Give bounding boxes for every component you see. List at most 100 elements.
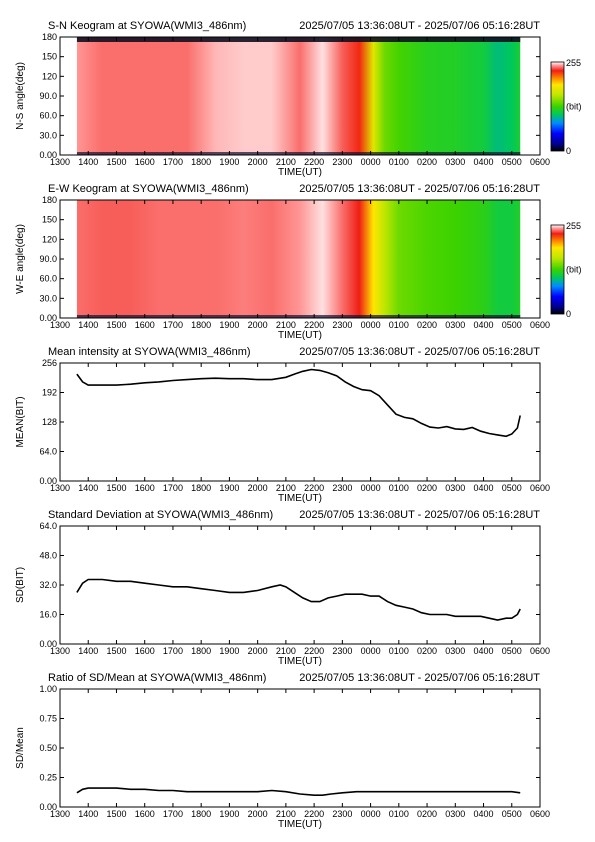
time-range: 2025/07/05 13:36:08UT - 2025/07/06 05:16… — [299, 672, 540, 684]
x-tick-label: 1800 — [191, 483, 211, 493]
x-tick-label: 1400 — [78, 809, 98, 819]
y-tick-label: 0.50 — [39, 743, 57, 753]
x-tick-label: 1300 — [50, 320, 70, 330]
y-tick-label: 16.0 — [39, 610, 57, 620]
y-tick-label: 90.0 — [39, 91, 57, 101]
keogram-horizon-top — [76, 37, 521, 42]
x-tick-label: 1900 — [219, 646, 239, 656]
x-tick-label: 1400 — [78, 483, 98, 493]
time-range: 2025/07/05 13:36:08UT - 2025/07/06 05:16… — [299, 346, 540, 358]
y-tick-label: 180 — [42, 195, 57, 205]
x-tick-label: 0600 — [530, 646, 550, 656]
y-tick-label: 30.0 — [39, 293, 57, 303]
keogram-image — [76, 200, 521, 318]
y-tick-label: 30.0 — [39, 130, 57, 140]
x-tick-label: 2200 — [304, 646, 324, 656]
x-tick-label: 2300 — [332, 320, 352, 330]
y-tick-label: 32.0 — [39, 580, 57, 590]
plot-frame — [59, 525, 541, 645]
chart-title: Mean intensity at SYOWA(WMI3_486nm) — [48, 346, 251, 358]
x-tick-label: 1600 — [135, 157, 155, 167]
x-axis-label: TIME(UT) — [278, 656, 322, 667]
x-tick-label: 0600 — [530, 320, 550, 330]
y-tick-label: 60.0 — [39, 274, 57, 284]
chart-title: Ratio of SD/Mean at SYOWA(WMI3_486nm) — [48, 672, 266, 684]
x-tick-label: 2300 — [332, 809, 352, 819]
y-tick-label: 48.0 — [39, 551, 57, 561]
x-tick-label: 2200 — [304, 809, 324, 819]
x-axis-label: TIME(UT) — [278, 819, 322, 830]
y-tick-label: 192 — [42, 388, 57, 398]
x-tick-label: 0200 — [417, 646, 437, 656]
x-tick-label: 0300 — [445, 809, 465, 819]
x-tick-label: 0100 — [389, 483, 409, 493]
y-tick-label: 128 — [42, 417, 57, 427]
x-tick-label: 0500 — [502, 483, 522, 493]
keogram-horizon-bottom — [76, 315, 521, 318]
colorbar — [550, 61, 565, 152]
x-tick-label: 0400 — [474, 646, 494, 656]
y-tick-label: 180 — [42, 32, 57, 42]
x-tick-label: 0000 — [361, 646, 381, 656]
colorbar-max: 255 — [566, 58, 581, 68]
x-tick-label: 0300 — [445, 483, 465, 493]
x-tick-label: 2000 — [248, 483, 268, 493]
x-tick-label: 0400 — [474, 320, 494, 330]
y-axis-label: W-E angle(deg) — [15, 224, 26, 294]
chart-title: Standard Deviation at SYOWA(WMI3_486nm) — [48, 509, 273, 521]
x-tick-label: 1800 — [191, 809, 211, 819]
x-tick-label: 2200 — [304, 483, 324, 493]
y-tick-label: 0.75 — [39, 714, 57, 724]
x-tick-label: 2100 — [276, 483, 296, 493]
x-tick-label: 1600 — [135, 646, 155, 656]
x-tick-label: 0400 — [474, 809, 494, 819]
x-tick-label: 1700 — [163, 157, 183, 167]
x-tick-label: 0600 — [530, 809, 550, 819]
x-tick-label: 2000 — [248, 157, 268, 167]
x-tick-label: 2300 — [332, 483, 352, 493]
x-tick-label: 1800 — [191, 646, 211, 656]
x-tick-label: 0400 — [474, 157, 494, 167]
x-tick-label: 2100 — [276, 809, 296, 819]
x-tick-label: 0500 — [502, 646, 522, 656]
x-tick-label: 1300 — [50, 646, 70, 656]
panel-1: S-N Keogram at SYOWA(WMI3_486nm) 2025/07/… — [15, 20, 582, 178]
chart-title: S-N Keogram at SYOWA(WMI3_486nm) — [48, 20, 246, 32]
y-tick-label: 90.0 — [39, 254, 57, 264]
series-line — [76, 368, 521, 438]
x-tick-label: 0000 — [361, 809, 381, 819]
y-axis-label: SD/Mean — [15, 727, 26, 769]
colorbar-min: 0 — [566, 146, 571, 156]
plot-frame — [59, 362, 541, 482]
y-tick-label: 0.00 — [39, 639, 57, 649]
y-tick-label: 0.00 — [39, 802, 57, 812]
y-tick-label: 0.00 — [39, 150, 57, 160]
y-tick-label: 120 — [42, 234, 57, 244]
x-tick-label: 0200 — [417, 483, 437, 493]
x-tick-label: 0400 — [474, 483, 494, 493]
colorbar-unit: (bit) — [566, 102, 582, 112]
time-range: 2025/07/05 13:36:08UT - 2025/07/06 05:16… — [299, 20, 540, 32]
x-tick-label: 1500 — [106, 483, 126, 493]
y-tick-label: 256 — [42, 358, 57, 368]
x-tick-label: 1900 — [219, 483, 239, 493]
colorbar-min: 0 — [566, 309, 571, 319]
y-axis-label: SD(BIT) — [15, 567, 26, 603]
y-tick-label: 0.25 — [39, 773, 57, 783]
x-tick-label: 1600 — [135, 483, 155, 493]
x-tick-label: 1900 — [219, 809, 239, 819]
x-tick-label: 2000 — [248, 809, 268, 819]
x-axis-label: TIME(UT) — [278, 167, 322, 178]
colorbar-unit: (bit) — [566, 265, 582, 275]
x-tick-label: 0300 — [445, 320, 465, 330]
time-range: 2025/07/05 13:36:08UT - 2025/07/06 05:16… — [299, 509, 540, 521]
y-tick-label: 64.0 — [39, 521, 57, 531]
y-tick-label: 0.00 — [39, 476, 57, 486]
panel-3: Mean intensity at SYOWA(WMI3_486nm) 2025/… — [15, 346, 550, 504]
x-tick-label: 0000 — [361, 157, 381, 167]
x-tick-label: 0600 — [530, 157, 550, 167]
x-tick-label: 0300 — [445, 157, 465, 167]
y-tick-label: 120 — [42, 71, 57, 81]
x-tick-label: 1700 — [163, 646, 183, 656]
